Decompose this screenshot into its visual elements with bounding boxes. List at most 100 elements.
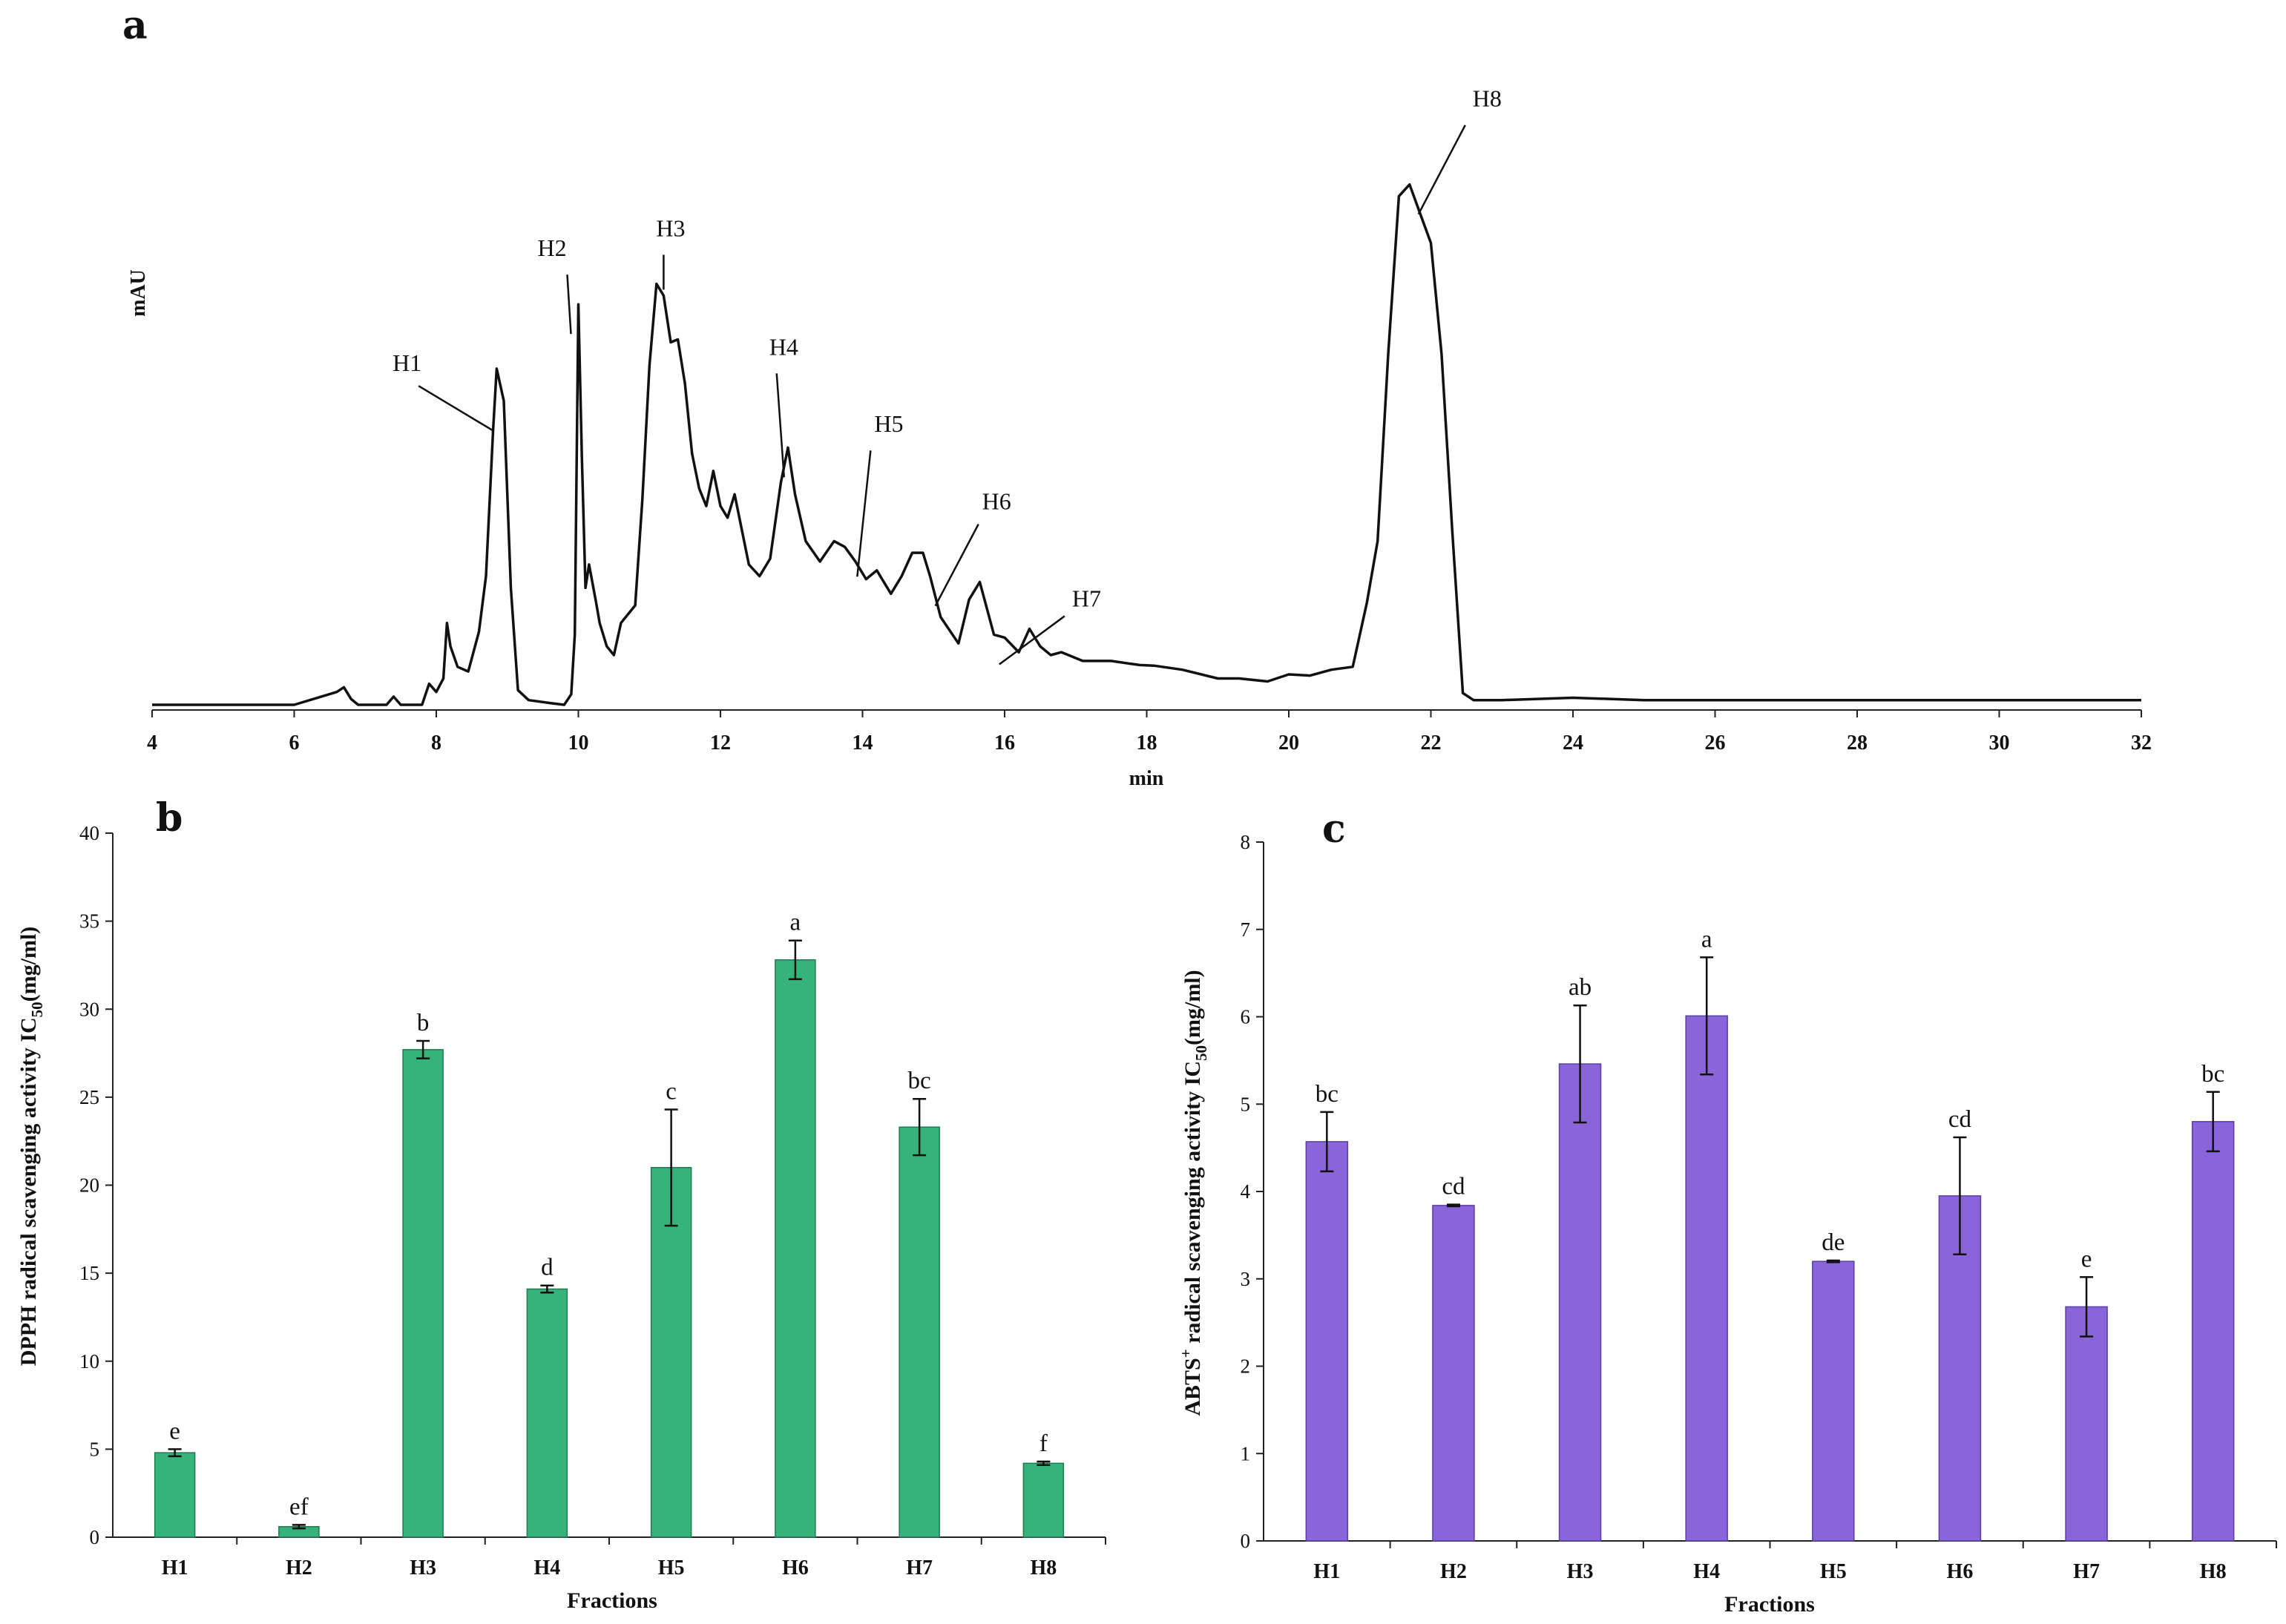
- panel-a-x-tick-label: 14: [853, 732, 873, 755]
- panel-b-x-tick-label: H1: [162, 1556, 188, 1579]
- panel-b-y-tick-label: 0: [90, 1526, 100, 1548]
- panel-c-significance-label: a: [1701, 926, 1712, 953]
- panel-c-y-tick-label: 2: [1241, 1355, 1251, 1378]
- panel-c-bar-h5: [1812, 1260, 1855, 1542]
- panel-c-bar-h8: [2191, 1121, 2235, 1542]
- panel-b-y-tick-label: 35: [79, 910, 99, 933]
- peak-leader-line: [999, 615, 1065, 665]
- panel-c-x-tick-label: H1: [1313, 1560, 1340, 1583]
- panel-b-significance-label: ef: [289, 1493, 309, 1520]
- peak-label-h2: H2: [538, 234, 567, 261]
- panel-c-y-tick-label: 4: [1241, 1180, 1251, 1203]
- peak-leader-line: [566, 274, 572, 335]
- panel-b-letter: b: [156, 795, 183, 841]
- panel-a-chromatogram: a mAU 4 6 8 10 12 14 16 18 20 22 24 26 28 30 32 min H1…: [122, 3, 2152, 790]
- peak-label-h6: H6: [982, 488, 1011, 515]
- panel-a-x-tick-label: 10: [568, 732, 589, 755]
- peak-leader-line: [934, 524, 979, 607]
- panel-a-x-axis-label: min: [1129, 767, 1164, 790]
- panel-c-significance-label: cd: [1442, 1174, 1465, 1200]
- peak-label-h5: H5: [874, 410, 903, 437]
- panel-c-x-tick-label: H5: [1820, 1560, 1847, 1583]
- panel-b-y-tick-label: 25: [79, 1086, 99, 1108]
- peak-leader-line: [775, 373, 785, 478]
- panel-c-y-tick-label: 3: [1241, 1268, 1251, 1290]
- panel-b-bar-h5: [650, 1167, 692, 1538]
- panel-c-x-axis-label: Fractions: [1724, 1592, 1815, 1617]
- panel-c-y-tick-label: 8: [1241, 831, 1251, 853]
- panel-a-x-tick-label: 24: [1563, 732, 1583, 755]
- panel-c-significance-label: de: [1822, 1229, 1845, 1256]
- panel-b-x-tick-label: H6: [782, 1556, 809, 1579]
- panel-c-bars: bc H1 cd H2 ab H3 a H4 de H5 cd H6 e H7 bc H8: [1305, 926, 2277, 1583]
- panel-b-significance-label: bc: [908, 1068, 931, 1094]
- panel-b-significance-label: a: [790, 910, 801, 936]
- panel-c-x-tick-label: H7: [2073, 1560, 2100, 1583]
- panel-c-abts-chart: c ABTS+ radical scavenging activity IC50…: [1177, 806, 2277, 1617]
- panel-b-bar-h1: [154, 1452, 196, 1538]
- panel-c-bar-h4: [1685, 1015, 1728, 1542]
- panel-c-bar-h1: [1305, 1141, 1349, 1542]
- panel-a-chromatogram-trace: [152, 183, 2141, 706]
- panel-b-y-tick-label: 5: [90, 1438, 100, 1460]
- panel-b-y-tick-label: 40: [79, 822, 99, 844]
- panel-b-bar-h4: [526, 1288, 568, 1538]
- panel-a-x-ticks: 4 6 8 10 12 14 16 18 20 22 24 26 28 30 32: [147, 710, 2152, 755]
- panel-c-significance-label: bc: [1316, 1081, 1339, 1108]
- panel-a-x-tick-label: 30: [1989, 732, 2010, 755]
- panel-b-x-tick-label: H4: [533, 1556, 560, 1579]
- panel-c-significance-label: e: [2081, 1246, 2092, 1272]
- panel-b-y-tick-label: 10: [79, 1350, 99, 1372]
- panel-c-y-tick-label: 0: [1241, 1530, 1251, 1552]
- panel-c-bar-h3: [1558, 1063, 1602, 1542]
- peak-label-h4: H4: [769, 333, 798, 360]
- panel-b-x-axis-label: Fractions: [567, 1588, 657, 1613]
- panel-a-x-tick-label: 32: [2131, 732, 2152, 755]
- panel-a-peak-annotations: H1 H2 H3 H4 H5 H6 H7 H8: [393, 85, 1502, 665]
- panel-c-y-tick-label: 6: [1241, 1006, 1251, 1028]
- peak-leader-line: [1417, 125, 1466, 215]
- panel-b-bar-h6: [775, 959, 816, 1538]
- panel-c-x-tick-label: H6: [1947, 1560, 1974, 1583]
- panel-c-y-tick-label: 5: [1241, 1093, 1251, 1115]
- panel-b-y-tick-label: 15: [79, 1262, 99, 1284]
- peak-label-h8: H8: [1473, 85, 1502, 112]
- panel-c-y-ticks: 0 1 2 3 4 5 6 7 8: [1241, 831, 1264, 1552]
- peak-leader-line: [856, 450, 872, 577]
- panel-a-x-tick-label: 8: [431, 732, 441, 755]
- panel-a-x-tick-label: 26: [1705, 732, 1726, 755]
- panel-b-y-tick-label: 20: [79, 1174, 99, 1197]
- panel-b-bar-h3: [402, 1049, 444, 1538]
- panel-b-significance-label: b: [417, 1010, 430, 1036]
- panel-a-x-tick-label: 12: [710, 732, 731, 755]
- panel-b-y-tick-label: 30: [79, 998, 99, 1020]
- panel-c-y-tick-label: 1: [1241, 1442, 1251, 1464]
- panel-b-y-axis-label: DPPH radical scavenging activity IC50(mg…: [16, 927, 46, 1367]
- panel-c-y-tick-label: 7: [1241, 918, 1251, 941]
- panel-b-y-ticks: 0 5 10 15 20 25 30 35 40: [79, 822, 113, 1548]
- panel-b-bar-h8: [1022, 1462, 1065, 1538]
- panel-b-significance-label: e: [169, 1418, 180, 1444]
- panel-a-x-tick-label: 28: [1847, 732, 1868, 755]
- panel-b-significance-label: f: [1039, 1430, 1048, 1457]
- panel-b-x-tick-label: H8: [1030, 1556, 1057, 1579]
- panel-c-significance-label: bc: [2201, 1061, 2224, 1088]
- panel-b-bars: e H1 ef H2 b H3 d H4 c H5 a H6 bc H7 f H8: [154, 910, 1106, 1579]
- panel-a-x-tick-label: 6: [289, 732, 300, 755]
- panel-b-x-tick-label: H2: [286, 1556, 312, 1579]
- panel-c-x-tick-label: H8: [2200, 1560, 2227, 1583]
- peak-label-h1: H1: [393, 349, 421, 376]
- panel-b-x-tick-label: H5: [658, 1556, 685, 1579]
- panel-b-significance-label: d: [541, 1255, 554, 1281]
- panel-b-significance-label: c: [666, 1078, 677, 1105]
- panel-c-x-tick-label: H3: [1567, 1560, 1594, 1583]
- panel-c-bar-h2: [1432, 1205, 1475, 1542]
- panel-a-y-axis-label: mAU: [127, 269, 150, 317]
- panel-c-letter: c: [1322, 806, 1346, 852]
- panel-a-x-tick-label: 16: [994, 732, 1015, 755]
- panel-b-bar-h7: [899, 1126, 940, 1538]
- panel-a-x-tick-label: 20: [1278, 732, 1299, 755]
- peak-leader-line: [418, 385, 493, 432]
- panel-b-x-tick-label: H7: [906, 1556, 933, 1579]
